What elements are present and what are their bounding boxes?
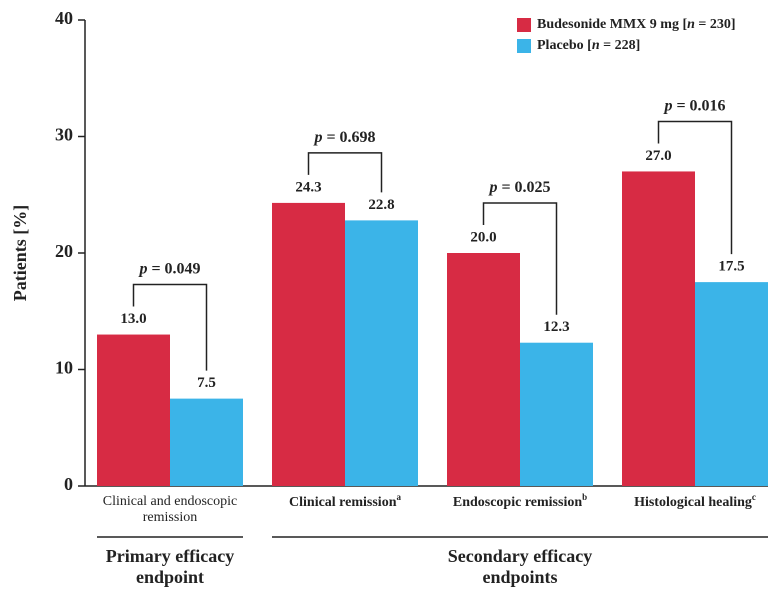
value-label: 24.3 [295, 179, 321, 195]
x-tick-label: Endoscopic remissionb [453, 492, 587, 510]
x-tick-superscript: a [396, 492, 401, 502]
y-tick-label: 10 [55, 358, 73, 378]
x-tick-text: Clinical remission [289, 495, 397, 510]
value-label: 12.3 [543, 319, 569, 335]
p-text: = 0.025 [497, 179, 550, 196]
value-label: 27.0 [645, 148, 671, 164]
p-symbol: p [662, 97, 672, 114]
p-text: = 0.016 [672, 97, 725, 114]
legend-label: Budesonide MMX 9 mg [n = 230] [537, 17, 736, 32]
bar [97, 334, 170, 486]
bar [345, 220, 418, 486]
endpoint-label-box: Primary efficacy endpoint [105, 546, 235, 587]
x-tick-label: Clinical remissiona [289, 492, 401, 510]
x-tick-label-box: Clinical and endoscopic remission [102, 494, 238, 526]
bar [622, 171, 695, 486]
endpoint-label-box: Secondary efficacy endpoints [447, 546, 593, 587]
p-bracket [132, 283, 208, 371]
p-text: = 0.049 [147, 260, 200, 277]
p-symbol: p [137, 260, 147, 277]
p-text: = 0.698 [322, 129, 375, 146]
p-bracket [307, 152, 383, 193]
x-tick-label: Histological healingc [634, 492, 756, 510]
legend-text: Budesonide MMX 9 mg [ [537, 17, 687, 32]
p-value: p = 0.049 [137, 260, 200, 277]
legend-swatch [517, 18, 531, 32]
endpoint-label: Secondary efficacy endpoints [447, 546, 593, 587]
x-tick-superscript: c [752, 492, 756, 502]
x-tick-label: Clinical and endoscopic remission [102, 494, 238, 526]
legend-swatch [517, 39, 531, 53]
bar [695, 282, 768, 486]
p-value: p = 0.698 [312, 129, 375, 146]
legend-italic: n [687, 17, 695, 32]
legend-text: = 228] [600, 38, 641, 53]
value-label: 17.5 [718, 259, 744, 275]
p-bracket [482, 202, 558, 315]
endpoint-label: Primary efficacy endpoint [105, 546, 235, 587]
bar [520, 342, 593, 486]
y-tick-label: 30 [55, 125, 73, 145]
legend-label: Placebo [n = 228] [537, 38, 640, 53]
y-tick-label: 0 [64, 474, 73, 494]
p-symbol: p [487, 179, 497, 196]
x-tick-text: Histological healing [634, 495, 752, 510]
y-tick-label: 20 [55, 241, 73, 261]
value-label: 22.8 [368, 197, 394, 213]
value-label: 7.5 [197, 375, 216, 391]
bar [170, 398, 243, 486]
p-value: p = 0.025 [487, 179, 550, 196]
legend-text: Placebo [ [537, 38, 592, 53]
x-tick-superscript: b [582, 492, 587, 502]
bar [447, 253, 520, 486]
p-bracket [657, 120, 733, 255]
bar [272, 202, 345, 486]
legend-text: = 230] [695, 17, 736, 32]
y-axis-label: Patients [%] [10, 205, 30, 301]
p-value: p = 0.016 [662, 97, 725, 114]
x-tick-text: Endoscopic remission [453, 495, 582, 510]
y-tick-label: 40 [55, 8, 73, 28]
legend-italic: n [592, 38, 600, 53]
value-label: 20.0 [470, 229, 496, 245]
p-symbol: p [312, 129, 322, 146]
value-label: 13.0 [120, 311, 146, 327]
